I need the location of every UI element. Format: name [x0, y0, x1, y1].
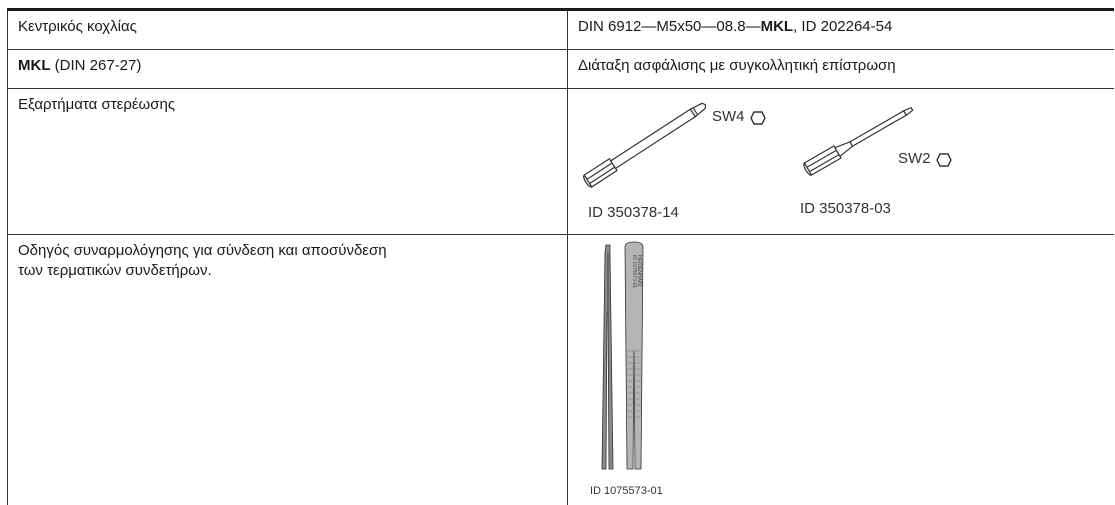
screwdriver-bit-sw2-icon	[803, 106, 914, 176]
row-label: Οδηγός συναρμολόγησης για σύνδεση και απ…	[7, 235, 567, 505]
row-divider	[7, 234, 1114, 235]
row-divider	[7, 88, 1114, 89]
table-row: Εξαρτήματα στερέωσης SW4 ID 350378-14	[7, 89, 1114, 234]
thin-tweezers-icon	[601, 244, 614, 470]
assembly-guide-line1: Οδηγός συναρμολόγησης για σύνδεση και απ…	[18, 242, 387, 259]
hexagon-sw2-icon	[936, 153, 952, 167]
screw-spec-suffix: , ID 202264-54	[793, 18, 893, 35]
row-label: Εξαρτήματα στερέωσης	[7, 89, 567, 234]
mkl-label-rest: (DIN 267-27)	[50, 57, 142, 74]
row-value: ID 1075573-01 HEIDENHAIN ID 1075573-01	[567, 235, 1114, 505]
screwdriver-bit-sw4-icon	[583, 102, 707, 188]
row-label: Κεντρικός κοχλίας	[7, 11, 567, 49]
bit-size-label: SW2	[898, 150, 931, 167]
row-value: DIN 6912—M5x50—08.8—MKL, ID 202264-54	[567, 11, 1114, 49]
central-screw-label: Κεντρικός κοχλίας	[18, 18, 137, 35]
bit-size-label: SW4	[712, 108, 745, 125]
table-row: Οδηγός συναρμολόγησης για σύνδεση και απ…	[7, 235, 1114, 505]
row-divider	[7, 49, 1114, 50]
tweezers-id-label: ID 1075573-01	[590, 485, 663, 497]
hexagon-sw4-icon	[750, 111, 766, 125]
assembly-guide-line2: των τερματικών συνδετήρων.	[18, 262, 212, 279]
table-row: MKL (DIN 267-27) Διάταξη ασφάλισης με συ…	[7, 50, 1114, 88]
screw-spec-bold: MKL	[760, 18, 794, 35]
table-row: Κεντρικός κοχλίας DIN 6912—M5x50—08.8—MK…	[7, 11, 1114, 49]
tweezers-imprint-id: ID 1075573-01	[631, 255, 637, 288]
flat-tweezers-icon: ID 1075573-01 HEIDENHAIN	[624, 241, 644, 470]
mkl-label-bold: MKL	[18, 57, 51, 74]
locking-description: Διάταξη ασφάλισης με συγκολλητική επίστρ…	[578, 57, 896, 74]
bit-id-label: ID 350378-14	[588, 204, 679, 221]
row-label: MKL (DIN 267-27)	[7, 50, 567, 88]
accessories-table: Κεντρικός κοχλίας DIN 6912—M5x50—08.8—MK…	[7, 8, 1114, 505]
row-value: Διάταξη ασφάλισης με συγκολλητική επίστρ…	[567, 50, 1114, 88]
bit-id-label: ID 350378-03	[800, 200, 891, 217]
tweezers-imprint-brand: HEIDENHAIN	[636, 255, 642, 286]
row-value: SW4 ID 350378-14 SW2	[567, 89, 1114, 234]
fastening-tools-label: Εξαρτήματα στερέωσης	[18, 96, 176, 113]
screw-spec-prefix: DIN 6912—M5x50—08.8—	[578, 18, 761, 35]
